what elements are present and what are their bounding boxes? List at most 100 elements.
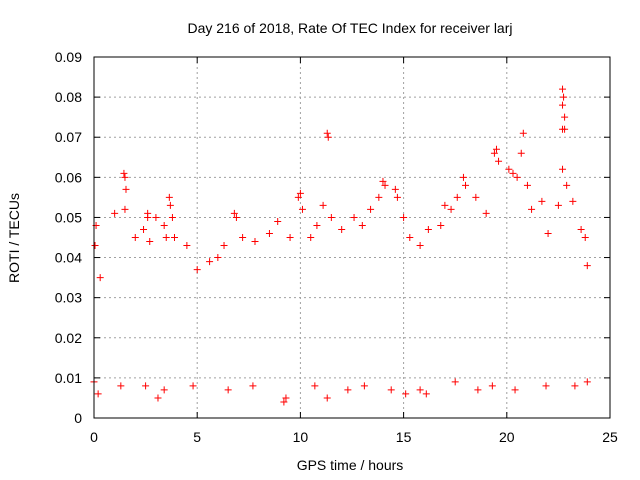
- data-point: [437, 221, 445, 229]
- data-point: [393, 193, 401, 201]
- data-point: [91, 242, 99, 250]
- data-point: [350, 213, 358, 221]
- chart-title: Day 216 of 2018, Rate Of TEC Index for r…: [187, 20, 512, 36]
- data-point: [162, 234, 170, 241]
- data-point: [251, 238, 259, 246]
- data-point: [505, 165, 513, 173]
- data-point: [472, 193, 480, 201]
- data-point: [542, 382, 550, 390]
- data-point: [400, 213, 408, 221]
- data-point: [569, 197, 577, 205]
- data-point: [538, 197, 546, 205]
- data-point: [324, 133, 332, 141]
- data-point: [583, 378, 591, 386]
- data-point: [323, 129, 331, 137]
- data-point: [422, 390, 430, 398]
- y-tick-label: 0.05: [55, 209, 82, 225]
- data-point: [294, 193, 302, 201]
- y-axis-label: ROTI / TECUs: [6, 193, 22, 283]
- data-point: [416, 242, 424, 250]
- data-point: [474, 386, 482, 394]
- data-point: [528, 205, 536, 213]
- y-tick-label: 0.08: [55, 89, 82, 105]
- axes: 0 0.01 0.02 0.03 0.04 0.05 0.06 0.07 0.08 0.09 0 5 1…: [55, 49, 618, 445]
- data-point: [424, 225, 432, 233]
- data-point: [581, 234, 589, 241]
- data-point: [462, 181, 470, 189]
- data-point: [111, 209, 119, 217]
- data-point: [561, 113, 569, 121]
- data-point: [131, 234, 139, 241]
- data-point: [360, 382, 368, 390]
- data-point: [224, 386, 232, 394]
- data-point: [239, 234, 247, 241]
- data-point: [154, 394, 162, 402]
- data-point: [511, 386, 519, 394]
- data-point: [122, 185, 130, 193]
- data-point: [509, 169, 517, 177]
- plot-frame: [93, 56, 611, 419]
- data-point: [319, 201, 327, 209]
- data-point: [140, 225, 148, 233]
- y-tick-label: 0.04: [55, 250, 82, 266]
- data-point: [560, 93, 568, 101]
- data-point: [121, 205, 129, 213]
- y-tick-label: 0.06: [55, 169, 82, 185]
- data-point: [183, 242, 191, 250]
- data-point: [490, 149, 498, 157]
- data-point: [402, 390, 410, 398]
- data-point: [488, 382, 496, 390]
- data-point: [120, 169, 128, 177]
- data-point: [375, 193, 383, 201]
- data-point: [416, 386, 424, 394]
- data-point: [482, 209, 490, 217]
- y-tick-label: 0.02: [55, 330, 82, 346]
- x-tick-label: 0: [90, 429, 98, 445]
- data-point: [152, 213, 160, 221]
- y-tick-label: 0.03: [55, 290, 82, 306]
- data-point: [517, 149, 525, 157]
- data-point: [170, 234, 178, 241]
- data-point: [166, 201, 174, 209]
- data-point: [358, 221, 366, 229]
- data-point: [280, 398, 288, 406]
- data-point: [160, 221, 168, 229]
- data-point: [561, 125, 569, 133]
- data-point: [282, 394, 290, 402]
- data-point: [559, 85, 567, 93]
- y-tick-label: 0.07: [55, 129, 82, 145]
- data-point: [146, 238, 154, 246]
- x-tick-label: 10: [293, 429, 309, 445]
- data-point: [311, 382, 319, 390]
- data-point: [344, 386, 352, 394]
- data-point: [307, 234, 315, 241]
- y-tick-label: 0.09: [55, 49, 82, 65]
- data-point: [249, 382, 257, 390]
- data-point: [232, 213, 240, 221]
- x-tick-label: 5: [193, 429, 201, 445]
- data-point: [96, 274, 104, 282]
- x-axis-label: GPS time / hours: [297, 457, 404, 473]
- grid-lines: [94, 57, 610, 418]
- data-point: [577, 225, 585, 233]
- data-point: [160, 386, 168, 394]
- data-point: [121, 173, 129, 181]
- data-point: [513, 173, 521, 181]
- data-point: [571, 382, 579, 390]
- data-point: [379, 177, 387, 185]
- data-point: [313, 221, 321, 229]
- x-tick-label: 25: [602, 429, 618, 445]
- data-point: [220, 242, 228, 250]
- data-point: [519, 129, 527, 137]
- data-point: [544, 229, 552, 237]
- data-point: [583, 262, 591, 270]
- data-point: [559, 165, 567, 173]
- data-point: [144, 213, 152, 221]
- data-point: [338, 225, 346, 233]
- y-tick-label: 0: [74, 410, 82, 426]
- data-point: [117, 382, 125, 390]
- data-point: [559, 101, 567, 109]
- data-point: [193, 266, 201, 274]
- data-point: [327, 213, 335, 221]
